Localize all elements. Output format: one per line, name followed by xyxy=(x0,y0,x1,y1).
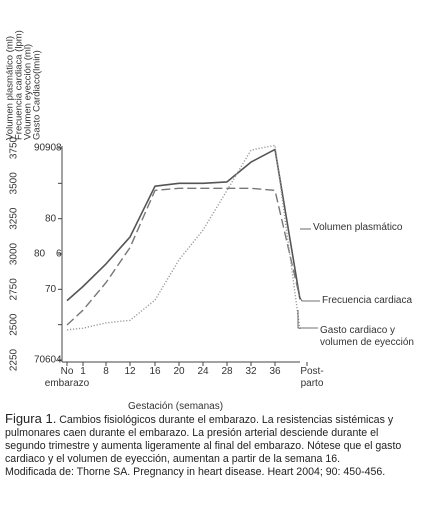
axis-title: Gasto Cardiaco(lmin) xyxy=(32,50,43,140)
axis-title: Volumen eyección (ml) xyxy=(23,44,34,140)
y-tick-label: 2250 xyxy=(9,348,20,371)
chart: Volumen plasmático (ml)Frecuencia cardia… xyxy=(5,30,320,371)
line-series xyxy=(66,187,301,326)
x-tick-label: 12 xyxy=(124,366,136,377)
y-tick-label: 3000 xyxy=(9,242,20,265)
y-tick-label: 80 xyxy=(34,249,46,260)
legend-label: Gasto cardiaco y volumen de eyección xyxy=(320,325,414,348)
source: Modificada de: Thorne SA. Pregnancy in h… xyxy=(5,466,386,478)
y-tick-label: 2750 xyxy=(9,278,20,301)
legend-label: Volumen plasmático xyxy=(313,222,403,233)
y-tick-label: 3750 xyxy=(9,136,20,159)
y-tick-label: 6 xyxy=(56,249,62,260)
y-tick-label: 80 xyxy=(45,213,57,224)
x-tick-label: Post-parto xyxy=(300,366,324,389)
y-tick-label: 3500 xyxy=(9,172,20,195)
x-tick-label: 8 xyxy=(103,366,109,377)
x-tick-label: 16 xyxy=(149,366,161,377)
y-tick-label: 90 xyxy=(45,143,57,154)
caption-label: Figura 1. xyxy=(5,411,57,426)
line-series xyxy=(66,144,301,331)
x-tick-label: 36 xyxy=(269,366,281,377)
leader-line xyxy=(298,295,320,302)
y-tick-label: 90 xyxy=(34,143,46,154)
leader-line xyxy=(297,310,318,329)
y-tick-label: 70 xyxy=(45,284,57,295)
y-tick-label: 3250 xyxy=(9,207,20,230)
x-tick-label: 1 xyxy=(80,366,86,377)
axis-title: Volumen plasmático (ml) xyxy=(5,36,16,140)
y-tick-label: 2500 xyxy=(9,313,20,336)
x-tick-label: 20 xyxy=(173,366,185,377)
line-series xyxy=(66,148,301,302)
x-tick-label: 24 xyxy=(197,366,209,377)
x-axis-title: Gestación (semanas) xyxy=(128,401,224,412)
x-tick-label: 32 xyxy=(245,366,257,377)
caption: Figura 1. Cambios fisiológicos durante e… xyxy=(5,412,413,479)
x-tick-label: No embarazo xyxy=(44,366,90,389)
y-tick-label: 70 xyxy=(34,355,46,366)
x-tick-label: 28 xyxy=(221,366,233,377)
caption-text: Cambios fisiológicos durante el embarazo… xyxy=(5,414,402,465)
y-tick-label: 4 xyxy=(56,355,62,366)
y-tick-label: 8 xyxy=(56,143,62,154)
y-tick-label: 60 xyxy=(45,355,57,366)
legend-label: Frecuencia cardiaca xyxy=(322,295,413,306)
axis-title: Frecuencia cardiaca (lpm) xyxy=(14,30,25,140)
